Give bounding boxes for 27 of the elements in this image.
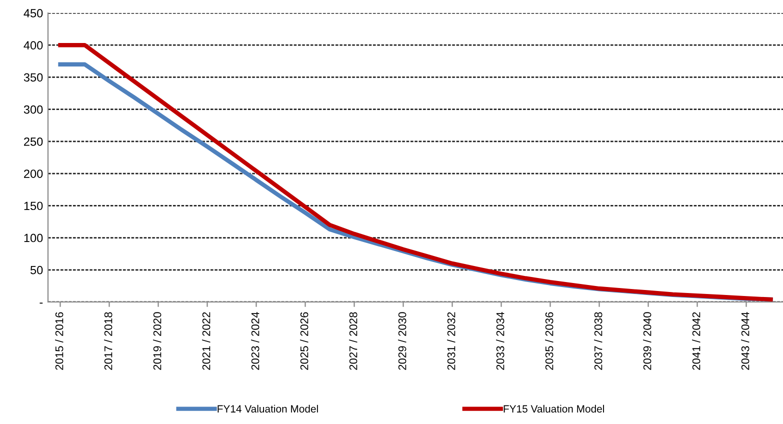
y-tick-label: 250	[24, 137, 43, 146]
x-tick-label: 2019 / 2020	[153, 312, 162, 370]
x-tick-label: 2017 / 2018	[104, 312, 112, 370]
x-tick-label: 2025 / 2026	[300, 312, 308, 370]
x-tick-label: 2021 / 2022	[202, 312, 210, 370]
x-tick-label: 2031 / 2032	[447, 312, 456, 370]
x-tick-label: 2023 / 2024	[251, 312, 260, 370]
x-tick-label: 2035 / 2036	[545, 312, 554, 370]
x-tick-label: 2039 / 2040	[643, 312, 652, 370]
legend-label: FY14 Valuation Model	[218, 404, 318, 413]
y-tick-label: -	[40, 302, 43, 304]
x-tick-label: 2041 / 2042	[692, 312, 700, 370]
y-tick-label: 50	[30, 266, 43, 274]
x-tick-label: 2029 / 2030	[398, 312, 406, 370]
x-tick-label: 2015 / 2016	[55, 312, 64, 370]
x-tick-label: 2033 / 2034	[496, 312, 504, 370]
y-tick-label: 400	[24, 41, 43, 50]
y-tick-label: 150	[24, 202, 43, 210]
x-tick-label: 2043 / 2044	[741, 312, 750, 370]
x-tick-label: 2037 / 2038	[594, 312, 602, 370]
y-tick-label: 200	[24, 170, 43, 178]
y-tick-label: 450	[24, 9, 43, 18]
y-tick-label: 350	[24, 73, 43, 82]
legend-label: FY15 Valuation Model	[504, 404, 604, 413]
y-tick-label: 100	[24, 234, 43, 242]
y-tick-label: 300	[24, 105, 43, 114]
x-tick-label: 2027 / 2028	[349, 312, 358, 370]
